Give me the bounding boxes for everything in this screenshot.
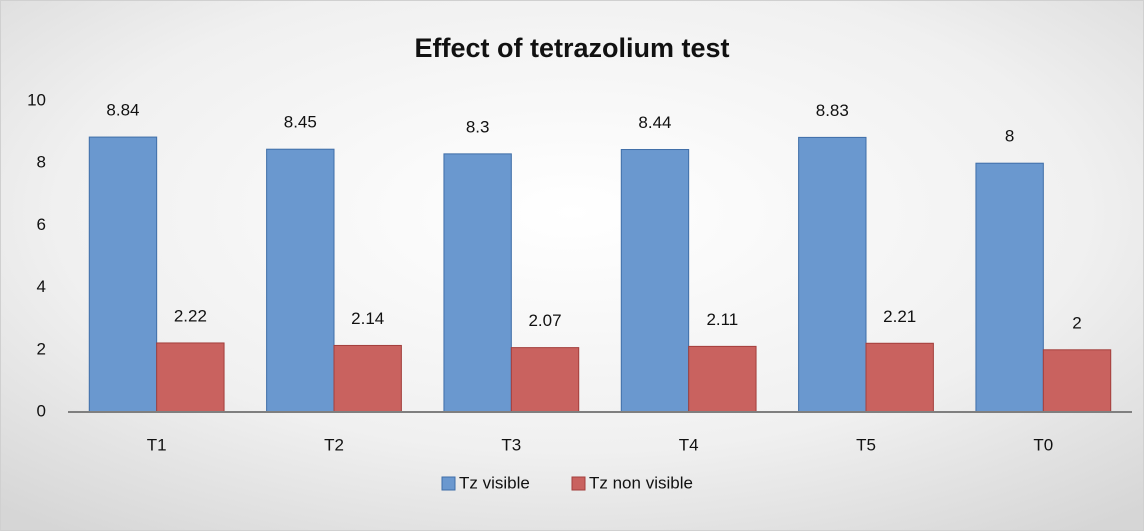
data-label: 8.83 [816, 101, 849, 120]
bar [443, 153, 512, 413]
bar [865, 342, 934, 413]
data-label: 2.14 [351, 309, 384, 328]
bar [798, 136, 867, 413]
legend-swatch [441, 476, 456, 491]
bar [975, 162, 1044, 413]
x-tick-label: T5 [856, 435, 876, 454]
data-label: 8.44 [638, 113, 671, 132]
data-label: 8.84 [106, 101, 139, 120]
data-label: 8.3 [466, 117, 490, 136]
y-tick-label: 6 [37, 215, 46, 234]
x-tick-label: T0 [1033, 435, 1053, 454]
bar [88, 136, 158, 413]
bar [266, 148, 335, 413]
bar [156, 342, 225, 413]
data-label: 2.21 [883, 307, 916, 326]
legend-swatch [571, 476, 586, 491]
data-label: 2.11 [706, 310, 738, 329]
bar [333, 344, 402, 413]
data-label: 2 [1072, 313, 1081, 332]
x-tick-label: T4 [679, 435, 699, 454]
legend-label: Tz non visible [589, 473, 693, 492]
data-label: 8.45 [284, 113, 317, 132]
data-label: 2.07 [528, 311, 561, 330]
bar [688, 345, 757, 413]
data-label: 8 [1005, 127, 1014, 146]
y-tick-label: 10 [27, 90, 46, 109]
x-tick-label: T1 [147, 435, 167, 454]
bar [1042, 349, 1112, 413]
x-tick-label: T2 [324, 435, 344, 454]
bar [620, 149, 690, 413]
legend-label: Tz visible [459, 473, 530, 492]
bar [510, 347, 580, 413]
data-label: 2.22 [174, 306, 207, 325]
y-tick-label: 2 [37, 339, 46, 358]
y-tick-label: 0 [37, 401, 46, 420]
x-tick-label: T3 [501, 435, 521, 454]
y-tick-label: 4 [37, 277, 46, 296]
chart-title: Effect of tetrazolium test [414, 33, 729, 63]
y-tick-label: 8 [37, 153, 46, 172]
